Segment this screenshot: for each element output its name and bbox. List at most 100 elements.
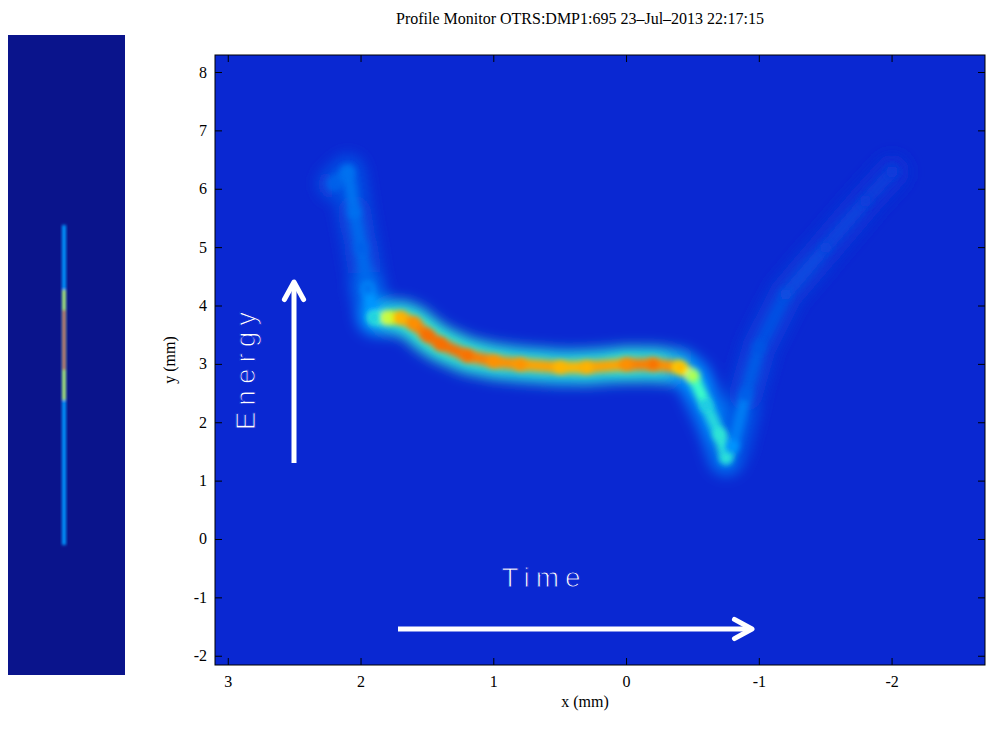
beam-point bbox=[395, 312, 407, 324]
y-axis-label: y (mm) bbox=[161, 336, 179, 384]
beam-point bbox=[700, 399, 712, 411]
y-tick-label: 7 bbox=[199, 122, 207, 139]
beam-point bbox=[488, 355, 500, 367]
streak-core bbox=[63, 310, 65, 370]
projection-streak bbox=[62, 225, 66, 545]
projection-panel bbox=[8, 35, 125, 675]
beam-point bbox=[554, 361, 566, 373]
x-tick bbox=[228, 658, 229, 665]
beam-core-segment bbox=[826, 201, 866, 248]
x-tick bbox=[626, 55, 627, 62]
y-tick-label: 6 bbox=[199, 180, 207, 197]
y-tick-label: 8 bbox=[199, 64, 207, 81]
beam-halo-segment bbox=[361, 248, 368, 289]
y-tick-label: -1 bbox=[194, 589, 207, 606]
x-tick bbox=[493, 55, 494, 62]
beam-point bbox=[382, 312, 394, 324]
beam-point bbox=[408, 318, 420, 330]
beam-point bbox=[342, 166, 354, 178]
y-tick-label: 1 bbox=[199, 472, 207, 489]
beam-point bbox=[421, 329, 433, 341]
beam-point bbox=[860, 195, 872, 207]
y-tick bbox=[978, 656, 985, 657]
arrow-shaft bbox=[292, 282, 297, 463]
beam-core-segment bbox=[361, 248, 368, 289]
beam-point bbox=[355, 242, 367, 254]
beam-point bbox=[727, 440, 739, 452]
beam-point bbox=[740, 388, 752, 400]
x-tick-label: 3 bbox=[224, 673, 232, 690]
beam-point bbox=[886, 166, 898, 178]
plot-frame bbox=[215, 55, 985, 665]
beam bbox=[328, 166, 898, 464]
beam-point bbox=[514, 358, 526, 370]
beam-point bbox=[328, 177, 340, 189]
beam-point bbox=[820, 242, 832, 254]
y-tick bbox=[215, 247, 222, 248]
beam-core-segment bbox=[786, 248, 826, 295]
y-tick bbox=[215, 364, 222, 365]
y-tick bbox=[215, 481, 222, 482]
y-tick bbox=[215, 539, 222, 540]
x-tick bbox=[361, 55, 362, 62]
y-tick bbox=[215, 422, 222, 423]
streak-outer bbox=[62, 225, 66, 545]
title: Profile Monitor OTRS:DMP1:695 23–Jul–201… bbox=[396, 10, 764, 27]
x-tick bbox=[493, 658, 494, 665]
x-tick bbox=[626, 658, 627, 665]
y-tick bbox=[978, 539, 985, 540]
y-tick bbox=[978, 130, 985, 131]
beam-point bbox=[647, 358, 659, 370]
beam-core-segment bbox=[348, 172, 355, 213]
beam-core bbox=[334, 172, 892, 458]
arrow-head bbox=[284, 282, 303, 300]
x-tick bbox=[892, 55, 893, 62]
y-tick bbox=[978, 72, 985, 73]
annotation: Time bbox=[501, 562, 586, 593]
y-tick bbox=[978, 189, 985, 190]
beam-point bbox=[362, 282, 374, 294]
y-tick-label: 3 bbox=[199, 355, 207, 372]
x-tick-label: 1 bbox=[490, 673, 498, 690]
beam-point bbox=[435, 338, 447, 350]
y-tick bbox=[978, 597, 985, 598]
chart: Profile Monitor OTRS:DMP1:695 23–Jul–201… bbox=[0, 0, 990, 729]
y-tick-label: -2 bbox=[194, 647, 207, 664]
y-tick bbox=[215, 189, 222, 190]
streak-mid bbox=[63, 290, 66, 400]
y-tick bbox=[978, 364, 985, 365]
y-tick bbox=[978, 306, 985, 307]
beam-point bbox=[621, 358, 633, 370]
beam-halo-segment bbox=[826, 201, 866, 248]
arrow-shaft bbox=[398, 627, 752, 632]
annotation: Energy bbox=[230, 306, 261, 431]
x-tick-label: -1 bbox=[753, 673, 766, 690]
y-tick-label: 2 bbox=[199, 414, 207, 431]
plot-background bbox=[215, 55, 985, 665]
y-tick bbox=[215, 130, 222, 131]
x-tick bbox=[759, 658, 760, 665]
x-tick-label: -2 bbox=[885, 673, 898, 690]
y-tick-label: 4 bbox=[199, 297, 207, 314]
y-tick bbox=[978, 481, 985, 482]
beam-point bbox=[348, 207, 360, 219]
y-tick bbox=[978, 247, 985, 248]
beam-point bbox=[753, 341, 765, 353]
y-tick-label: 5 bbox=[199, 239, 207, 256]
beam-point bbox=[687, 370, 699, 382]
y-tick bbox=[215, 597, 222, 598]
beam-point bbox=[780, 288, 792, 300]
beam-halo bbox=[334, 172, 892, 458]
beam-point bbox=[368, 312, 380, 324]
beam-point bbox=[581, 361, 593, 373]
beam-halo-segment bbox=[786, 248, 826, 295]
beam-core-segment bbox=[759, 294, 786, 347]
x-tick bbox=[361, 658, 362, 665]
x-axis-label: x (mm) bbox=[561, 693, 609, 711]
y-tick bbox=[215, 306, 222, 307]
beam-core-segment bbox=[746, 347, 759, 394]
beam-point bbox=[720, 452, 732, 464]
y-tick bbox=[215, 72, 222, 73]
x-tick bbox=[228, 55, 229, 62]
x-tick-label: 0 bbox=[623, 673, 631, 690]
